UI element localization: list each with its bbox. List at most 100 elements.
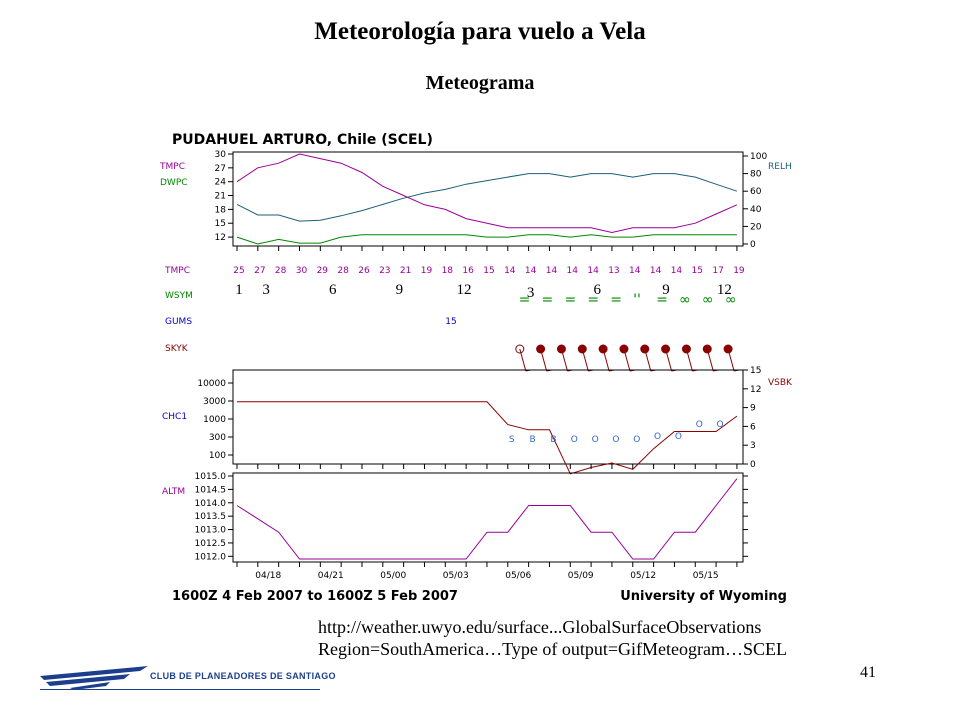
altm-left-tick-label: 1012.5 [195, 539, 227, 549]
tmpc-row-value: 30 [296, 266, 308, 276]
sky-cover-letter: O [612, 435, 619, 445]
altm-left-tick-label: 1014.0 [195, 499, 227, 509]
hour-annotation: 12 [456, 282, 471, 298]
temp-left-tick-label: 24 [215, 178, 227, 188]
tmpc-row-value: 28 [275, 266, 287, 276]
altm-left-tick-label: 1012.0 [195, 552, 227, 562]
tmpc-row-value: 26 [358, 266, 370, 276]
tmpc-row-value: 17 [712, 266, 723, 276]
x-tick-label: 04/18 [255, 571, 281, 581]
wsym-symbol: = [610, 292, 622, 308]
x-tick-label: 05/06 [505, 571, 531, 581]
tmpc-row-value: 14 [567, 266, 579, 276]
x-tick-label: 05/09 [568, 571, 594, 581]
hour-annotation: 3 [262, 282, 270, 298]
wsym-symbol: = [587, 292, 599, 308]
hour-annotation: 1 [235, 282, 243, 298]
chart-title: PUDAHUEL ARTURO, Chile (SCEL) [172, 132, 433, 148]
tmpc-row-value: 19 [421, 266, 433, 276]
sky-cover-letter: O [571, 435, 578, 445]
chc1-axis-label: CHC1 [162, 412, 187, 422]
sky-cover-letter: B [530, 435, 536, 445]
skyk-row-label: SKYK [165, 344, 189, 354]
vsby-right-tick-label: 0 [750, 460, 756, 470]
x-tick-label: 04/21 [318, 571, 344, 581]
temp-left-tick-label: 30 [215, 150, 227, 160]
tmpc-row-value: 29 [317, 266, 329, 276]
chart-footer-left: 1600Z 4 Feb 2007 to 1600Z 5 Feb 2007 [172, 589, 458, 604]
dwpc-series-line [236, 234, 737, 245]
tmpc-row-value: 14 [587, 266, 599, 276]
altm-series-line [236, 478, 738, 560]
x-tick-label: 05/15 [693, 571, 719, 581]
relh-axis-label: RELH [768, 162, 792, 172]
tmpc-row-value: 14 [650, 266, 662, 276]
wind-barb [540, 348, 548, 372]
ceiling-left-tick-label: 300 [209, 433, 226, 443]
x-tick-label: 05/03 [443, 571, 469, 581]
tmpc-row-value: 23 [379, 266, 390, 276]
altm-left-tick-label: 1013.0 [195, 526, 227, 536]
tmpc-axis-label: TMPC [159, 162, 185, 172]
wsym-symbol: ∞ [679, 292, 691, 308]
temp-right-tick-label: 20 [750, 222, 762, 232]
vsby-right-tick-label: 3 [750, 441, 756, 451]
tmpc-series-line [236, 153, 738, 234]
wind-barb [519, 348, 527, 372]
hour-annotation: 3 [527, 285, 535, 301]
tmpc-row-value: 14 [629, 266, 641, 276]
tmpc-row-value: 18 [442, 266, 454, 276]
tmpc-row-value: 16 [462, 266, 474, 276]
club-name-text: CLUB DE PLANEADORES DE SANTIAGO [150, 671, 336, 681]
relh-series-line [236, 173, 738, 222]
wsym-symbol: '' [633, 292, 641, 308]
wind-barb [706, 348, 714, 372]
slide-subtitle: Meteograma [425, 72, 535, 94]
x-tick-label: 05/12 [630, 571, 656, 581]
vsby-right-tick-label: 12 [750, 385, 761, 395]
tmpc-row-value: 21 [400, 266, 411, 276]
wsym-row-label: WSYM [165, 291, 193, 301]
x-tick-label: 05/00 [380, 571, 406, 581]
altm-left-tick-label: 1014.5 [195, 485, 227, 495]
hour-annotation: 6 [594, 282, 602, 298]
sky-cover-letter: B [550, 435, 556, 445]
temp-right-tick-label: 80 [750, 170, 762, 180]
wsym-symbol: ∞ [702, 292, 714, 308]
page-number: 41 [860, 664, 876, 681]
sky-cover-letter: O [696, 420, 703, 430]
tmpc-row-value: 15 [483, 266, 494, 276]
glider-club-logo-icon [40, 666, 148, 690]
hour-annotation: 9 [396, 282, 404, 298]
hour-annotation: 6 [329, 282, 337, 298]
vsby-right-tick-label: 15 [750, 366, 761, 376]
wind-barb [602, 348, 610, 372]
wind-barb [581, 348, 589, 372]
source-url-line-2: Region=SouthAmerica…Type of output=GifMe… [318, 639, 787, 659]
wsym-symbol: ∞ [725, 292, 737, 308]
altm-panel-frame [232, 472, 744, 563]
temp-panel-frame [232, 151, 744, 247]
sky-cover-letter: O [654, 432, 661, 442]
wind-barb [623, 348, 631, 372]
sky-cover-letter: S [509, 435, 515, 445]
wsym-symbol: = [519, 292, 531, 308]
wsym-symbol: = [564, 292, 576, 308]
logo-divider [40, 689, 320, 690]
hour-annotation: 9 [662, 282, 670, 298]
vsby-right-tick-label: 6 [750, 422, 756, 432]
tmpc-row-value: 13 [608, 266, 619, 276]
wsym-symbol: = [656, 292, 668, 308]
sky-cover-letter: O [633, 435, 640, 445]
gums-row-label: GUMS [165, 317, 192, 327]
tmpc-row-value: 28 [337, 266, 349, 276]
temp-right-tick-label: 0 [750, 240, 756, 250]
wind-barb [685, 348, 693, 372]
dwpc-axis-label: DWPC [160, 178, 188, 188]
temp-right-tick-label: 40 [750, 205, 762, 215]
temp-right-tick-label: 60 [750, 187, 762, 197]
tmpc-row-value: 14 [546, 266, 558, 276]
vsby-right-tick-label: 9 [750, 404, 756, 414]
wind-barb [727, 348, 735, 372]
